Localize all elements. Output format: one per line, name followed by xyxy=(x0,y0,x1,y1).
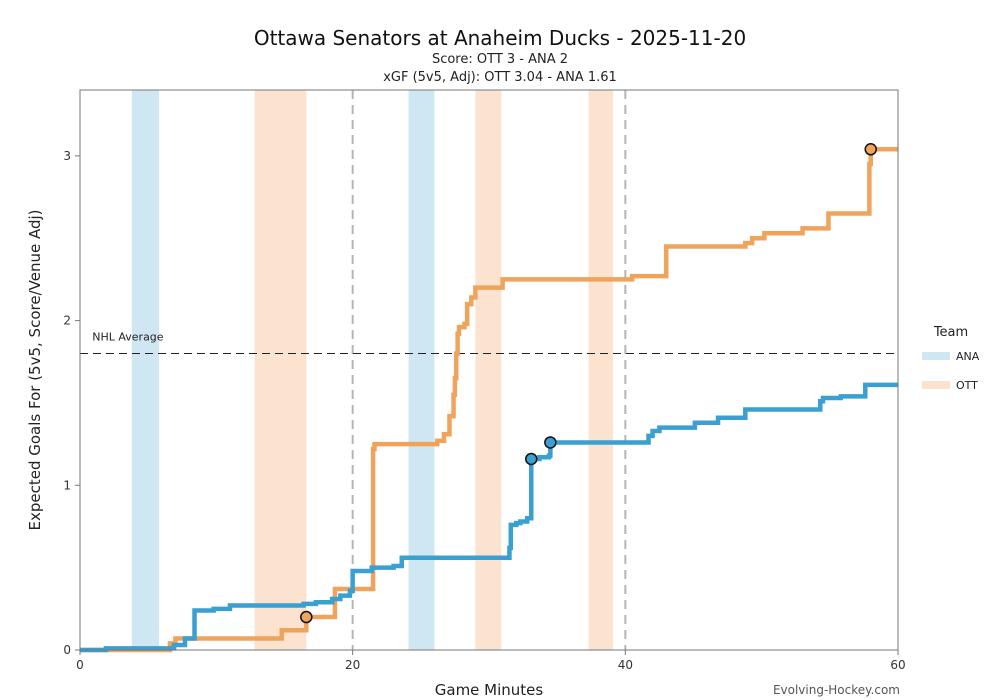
powerplay-band-ott-3 xyxy=(475,90,502,650)
y-axis-label: Expected Goals For (5v5, Score/Venue Adj… xyxy=(26,210,44,531)
plot-frame xyxy=(79,89,899,651)
x-axis-label: Game Minutes xyxy=(435,681,544,699)
legend-label-ott: OTT xyxy=(956,379,978,392)
score-subtitle: Score: OTT 3 - ANA 2 xyxy=(432,52,568,67)
nhl-average-line: NHL Average xyxy=(80,331,898,355)
legend-label-ana: ANA xyxy=(956,350,980,363)
series-line-ana xyxy=(80,382,898,653)
xgf-subtitle: xGF (5v5, Adj): OTT 3.04 - ANA 1.61 xyxy=(383,70,617,85)
chart-title: Ottawa Senators at Anaheim Ducks - 2025-… xyxy=(254,26,746,50)
x-tick-label-60: 60 xyxy=(890,658,905,672)
y-tick-label-1: 1 xyxy=(63,478,71,492)
period-lines xyxy=(351,90,627,650)
y-tick-label-3: 3 xyxy=(63,149,71,163)
x-tick-label-20: 20 xyxy=(345,658,360,672)
legend-title: Team xyxy=(933,325,968,340)
powerplay-band-ana-2 xyxy=(408,90,435,650)
series-lines xyxy=(80,147,898,653)
powerplay-band-ana-0 xyxy=(131,90,160,650)
goal-marker-ana-1 xyxy=(525,452,538,466)
legend-swatch-ott xyxy=(922,381,950,389)
powerplay-band-ott-1 xyxy=(254,90,307,650)
goal-marker-ana-2 xyxy=(544,436,557,449)
goal-marker-ott-3 xyxy=(864,143,877,156)
credit-text: Evolving-Hockey.com xyxy=(773,683,900,697)
y-tick-label-0: 0 xyxy=(63,643,71,657)
goal-marker-ott-0 xyxy=(300,610,313,624)
x-tick-label-0: 0 xyxy=(76,658,84,672)
powerplay-band-ott-4 xyxy=(588,90,614,650)
legend-swatch-ana xyxy=(922,352,950,360)
x-tick-label-40: 40 xyxy=(618,658,633,672)
y-tick-label-2: 2 xyxy=(63,314,71,328)
powerplay-bands xyxy=(131,90,614,650)
goal-markers xyxy=(300,143,877,624)
axis-ticks: 0 20 40 60 0 1 2 3 xyxy=(63,149,905,672)
legend: Team ANA OTT xyxy=(922,325,980,392)
reference-line-label: NHL Average xyxy=(92,331,164,344)
series-line-ott xyxy=(80,147,898,653)
